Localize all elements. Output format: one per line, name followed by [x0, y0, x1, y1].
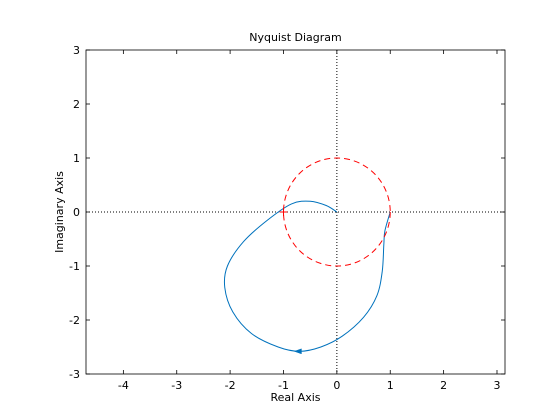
x-tick-label: -3	[171, 379, 182, 392]
series-layer	[223, 157, 391, 352]
y-tick-label: -1	[69, 260, 80, 273]
nyquist-curve-series	[223, 200, 391, 352]
y-tick-label: 3	[73, 44, 80, 57]
plot-area	[86, 50, 505, 374]
x-tick-label: 2	[440, 379, 447, 392]
y-tick-label: 0	[73, 206, 80, 219]
chart-title: Nyquist Diagram	[249, 31, 342, 44]
critical-point-marker	[279, 208, 288, 216]
x-tick-label: -4	[118, 379, 129, 392]
y-tick-label: -3	[69, 368, 80, 381]
x-tick-label: 1	[387, 379, 394, 392]
x-tick-label: 0	[333, 379, 340, 392]
ticks-layer: -4 -3 -2 -1 0 1 2 3 -3 -2 -1 0 1 2 3	[69, 44, 505, 392]
direction-arrow-marker	[293, 348, 302, 355]
x-tick-label: -2	[225, 379, 236, 392]
y-tick-label: -2	[69, 314, 80, 327]
y-tick-label: 1	[73, 152, 80, 165]
y-axis-label: Imaginary Axis	[53, 171, 66, 253]
annotation-layer	[279, 208, 302, 355]
x-tick-label: -1	[278, 379, 289, 392]
unit-circle-series	[282, 157, 391, 267]
x-tick-label: 3	[493, 379, 500, 392]
y-tick-label: 2	[73, 98, 80, 111]
x-axis-label: Real Axis	[270, 391, 320, 404]
